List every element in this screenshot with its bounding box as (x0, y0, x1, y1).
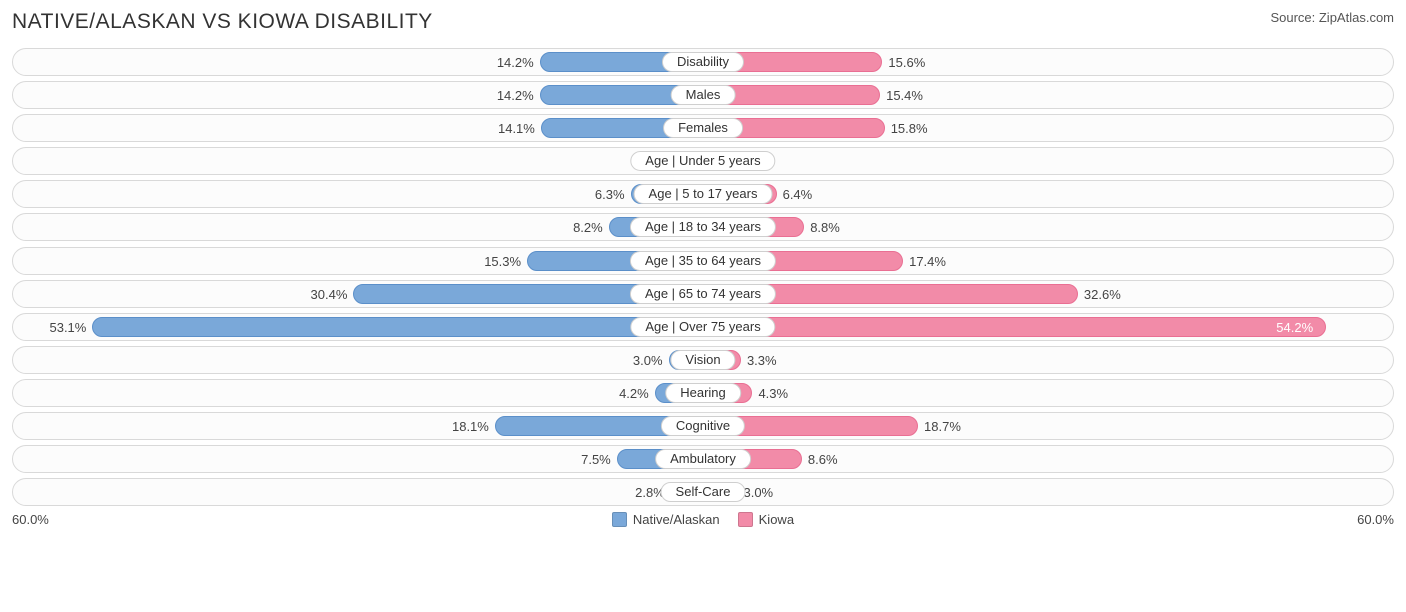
value-right: 17.4% (909, 248, 946, 276)
value-left: 4.2% (619, 380, 649, 408)
legend-label-right: Kiowa (759, 512, 794, 527)
value-right: 4.3% (758, 380, 788, 408)
value-right: 3.3% (747, 347, 777, 375)
legend-label-left: Native/Alaskan (633, 512, 720, 527)
category-label: Cognitive (661, 416, 745, 436)
chart-row: 8.2% 8.8% Age | 18 to 34 years (12, 213, 1394, 241)
value-right: 18.7% (924, 413, 961, 441)
legend-item-left: Native/Alaskan (612, 512, 720, 527)
value-right: 15.4% (886, 82, 923, 110)
value-left: 8.2% (573, 214, 603, 242)
butterfly-chart: 14.2% 15.6% Disability 14.2% 15.4% Males 14.1%… (12, 48, 1394, 506)
value-right: 3.0% (743, 479, 773, 507)
legend-swatch-right (738, 512, 753, 527)
chart-title: NATIVE/ALASKAN VS KIOWA DISABILITY (12, 10, 433, 34)
chart-row: 3.0% 3.3% Vision (12, 346, 1394, 374)
category-label: Age | 18 to 34 years (630, 217, 776, 237)
chart-row: 14.2% 15.6% Disability (12, 48, 1394, 76)
value-right: 8.6% (808, 446, 838, 474)
chart-row: 18.1% 18.7% Cognitive (12, 412, 1394, 440)
value-left: 6.3% (595, 181, 625, 209)
chart-row: 2.8%3.0%Self-Care (12, 478, 1394, 506)
category-label: Age | 65 to 74 years (630, 284, 776, 304)
axis-max-right: 60.0% (1357, 512, 1394, 527)
value-right: 15.6% (888, 49, 925, 77)
chart-row: 14.2% 15.4% Males (12, 81, 1394, 109)
category-label: Hearing (665, 383, 741, 403)
value-left: 30.4% (311, 281, 348, 309)
value-right: 8.8% (810, 214, 840, 242)
category-label: Females (663, 118, 743, 138)
category-label: Males (671, 85, 736, 105)
value-left: 53.1% (49, 314, 86, 342)
legend-item-right: Kiowa (738, 512, 794, 527)
category-label: Age | 5 to 17 years (634, 184, 773, 204)
value-right: 15.8% (891, 115, 928, 143)
category-label: Ambulatory (655, 449, 751, 469)
chart-row: 7.5% 8.6% Ambulatory (12, 445, 1394, 473)
chart-row: 1.9%1.5%Age | Under 5 years (12, 147, 1394, 175)
legend-swatch-left (612, 512, 627, 527)
chart-row: 15.3% 17.4% Age | 35 to 64 years (12, 247, 1394, 275)
chart-row: 4.2% 4.3% Hearing (12, 379, 1394, 407)
legend: Native/Alaskan Kiowa (612, 512, 794, 527)
value-left: 7.5% (581, 446, 611, 474)
value-right: 32.6% (1084, 281, 1121, 309)
chart-row: 30.4% 32.6% Age | 65 to 74 years (12, 280, 1394, 308)
category-label: Age | 35 to 64 years (630, 251, 776, 271)
chart-row: 53.1% 54.2% Age | Over 75 years (12, 313, 1394, 341)
bar-left (92, 317, 703, 337)
value-left: 3.0% (633, 347, 663, 375)
chart-source: Source: ZipAtlas.com (1270, 10, 1394, 25)
axis-max-left: 60.0% (12, 512, 49, 527)
chart-row: 6.3% 6.4% Age | 5 to 17 years (12, 180, 1394, 208)
category-label: Age | Over 75 years (630, 317, 775, 337)
value-left: 18.1% (452, 413, 489, 441)
category-label: Vision (670, 350, 735, 370)
chart-header: NATIVE/ALASKAN VS KIOWA DISABILITY Sourc… (12, 10, 1394, 34)
category-label: Age | Under 5 years (630, 151, 775, 171)
value-left: 14.2% (497, 49, 534, 77)
value-right: 54.2% (1276, 314, 1313, 342)
value-left: 15.3% (484, 248, 521, 276)
chart-footer: 60.0% Native/Alaskan Kiowa 60.0% (12, 512, 1394, 527)
value-left: 14.2% (497, 82, 534, 110)
bar-right (703, 317, 1326, 337)
value-right: 6.4% (783, 181, 813, 209)
category-label: Self-Care (661, 482, 746, 502)
category-label: Disability (662, 52, 744, 72)
value-left: 14.1% (498, 115, 535, 143)
chart-row: 14.1% 15.8% Females (12, 114, 1394, 142)
